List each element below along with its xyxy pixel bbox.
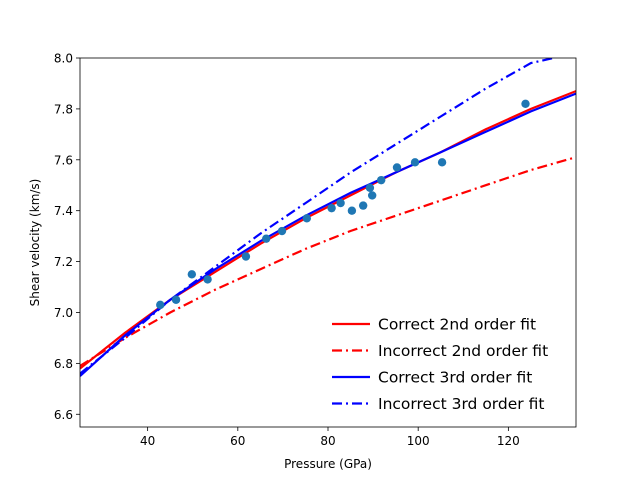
y-tick-label: 7.2 [54, 255, 73, 269]
legend-label: Correct 3rd order fit [378, 369, 532, 387]
y-axis-label: Shear velocity (km/s) [28, 179, 42, 307]
data-point [327, 203, 336, 213]
y-tick-label: 7.0 [54, 306, 73, 320]
data-point [156, 300, 165, 310]
y-tick-label: 7.4 [54, 204, 73, 218]
legend-label: Correct 2nd order fit [378, 316, 536, 334]
data-point [277, 226, 287, 236]
data-point [521, 99, 530, 109]
data-point [392, 163, 402, 172]
data-point [377, 175, 386, 185]
y-tick-label: 6.8 [54, 357, 73, 371]
x-tick-label: 80 [320, 434, 335, 448]
x-tick-label: 120 [497, 434, 520, 448]
y-tick-label: 6.6 [54, 408, 73, 422]
data-point [171, 295, 181, 304]
x-axis-ticks: 40 60 80 100 120 [140, 427, 520, 448]
x-tick-label: 40 [140, 434, 155, 448]
y-tick-label: 7.6 [54, 153, 73, 167]
data-point [336, 198, 345, 208]
data-point [302, 214, 312, 223]
legend-label: Incorrect 2nd order fit [378, 342, 548, 360]
x-tick-label: 60 [230, 434, 245, 448]
data-point [410, 158, 420, 167]
data-point [365, 183, 375, 192]
data-point [358, 201, 368, 210]
x-axis-label: Pressure (GPa) [284, 457, 372, 471]
y-tick-label: 7.8 [54, 102, 73, 116]
data-point [203, 275, 212, 284]
legend-label: Incorrect 3rd order fit [378, 395, 544, 413]
x-tick-label: 100 [407, 434, 430, 448]
legend: Correct 2nd order fit Incorrect 2nd order… [332, 316, 548, 413]
data-points [156, 99, 530, 310]
data-point [187, 270, 197, 279]
data-point [262, 234, 271, 243]
data-point [367, 191, 377, 200]
data-point [347, 206, 357, 215]
data-point [241, 252, 251, 261]
y-axis-ticks: 6.6 6.8 7.0 7.2 7.4 7.6 7.8 8.0 [54, 52, 80, 422]
y-tick-label: 8.0 [54, 52, 73, 66]
data-point [437, 158, 447, 167]
